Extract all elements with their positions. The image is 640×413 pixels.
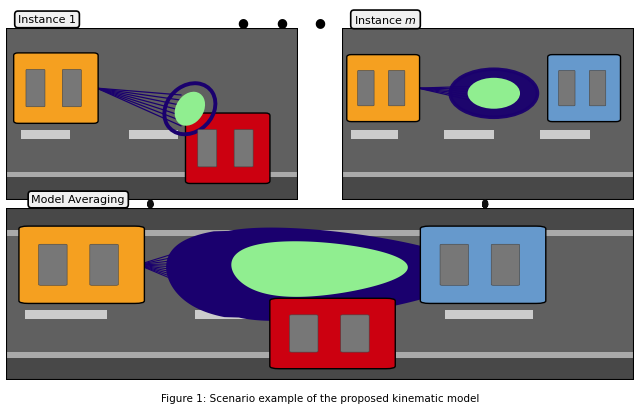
Ellipse shape xyxy=(175,93,205,126)
FancyBboxPatch shape xyxy=(340,315,369,352)
FancyBboxPatch shape xyxy=(62,70,81,107)
Polygon shape xyxy=(342,178,634,200)
FancyBboxPatch shape xyxy=(388,71,405,107)
FancyBboxPatch shape xyxy=(444,131,494,140)
FancyBboxPatch shape xyxy=(195,311,282,319)
Text: ●: ● xyxy=(276,16,287,29)
FancyBboxPatch shape xyxy=(351,131,397,140)
FancyBboxPatch shape xyxy=(540,131,590,140)
FancyBboxPatch shape xyxy=(270,299,396,369)
FancyBboxPatch shape xyxy=(440,244,468,286)
Polygon shape xyxy=(6,358,634,380)
FancyBboxPatch shape xyxy=(21,131,70,140)
Polygon shape xyxy=(6,231,634,236)
Ellipse shape xyxy=(468,78,520,109)
FancyBboxPatch shape xyxy=(589,71,606,107)
Text: Model Averaging: Model Averaging xyxy=(31,195,125,205)
FancyBboxPatch shape xyxy=(358,71,374,107)
Text: ●: ● xyxy=(238,16,248,29)
FancyBboxPatch shape xyxy=(90,244,118,286)
FancyBboxPatch shape xyxy=(492,244,520,286)
FancyBboxPatch shape xyxy=(129,131,178,140)
FancyBboxPatch shape xyxy=(234,130,253,168)
Text: Instance $m$: Instance $m$ xyxy=(354,14,417,26)
FancyBboxPatch shape xyxy=(13,54,98,124)
FancyBboxPatch shape xyxy=(26,70,45,107)
FancyBboxPatch shape xyxy=(559,71,575,107)
Polygon shape xyxy=(6,353,634,358)
Polygon shape xyxy=(6,209,634,231)
Polygon shape xyxy=(6,173,298,178)
FancyBboxPatch shape xyxy=(548,55,621,122)
FancyBboxPatch shape xyxy=(19,227,145,304)
Polygon shape xyxy=(167,229,470,320)
Polygon shape xyxy=(6,209,634,380)
FancyBboxPatch shape xyxy=(445,311,533,319)
FancyBboxPatch shape xyxy=(198,130,217,168)
Polygon shape xyxy=(342,29,634,200)
Polygon shape xyxy=(6,29,298,200)
FancyBboxPatch shape xyxy=(25,311,107,319)
Text: Instance 1: Instance 1 xyxy=(18,15,76,25)
FancyBboxPatch shape xyxy=(289,315,318,352)
Polygon shape xyxy=(231,242,408,297)
Ellipse shape xyxy=(450,70,538,118)
Polygon shape xyxy=(342,173,634,178)
Text: Figure 1: Scenario example of the proposed kinematic model: Figure 1: Scenario example of the propos… xyxy=(161,393,479,403)
Text: ●: ● xyxy=(315,16,325,29)
FancyBboxPatch shape xyxy=(347,55,420,122)
Polygon shape xyxy=(6,178,298,200)
FancyBboxPatch shape xyxy=(186,114,270,184)
FancyBboxPatch shape xyxy=(420,227,546,304)
FancyBboxPatch shape xyxy=(38,244,67,286)
